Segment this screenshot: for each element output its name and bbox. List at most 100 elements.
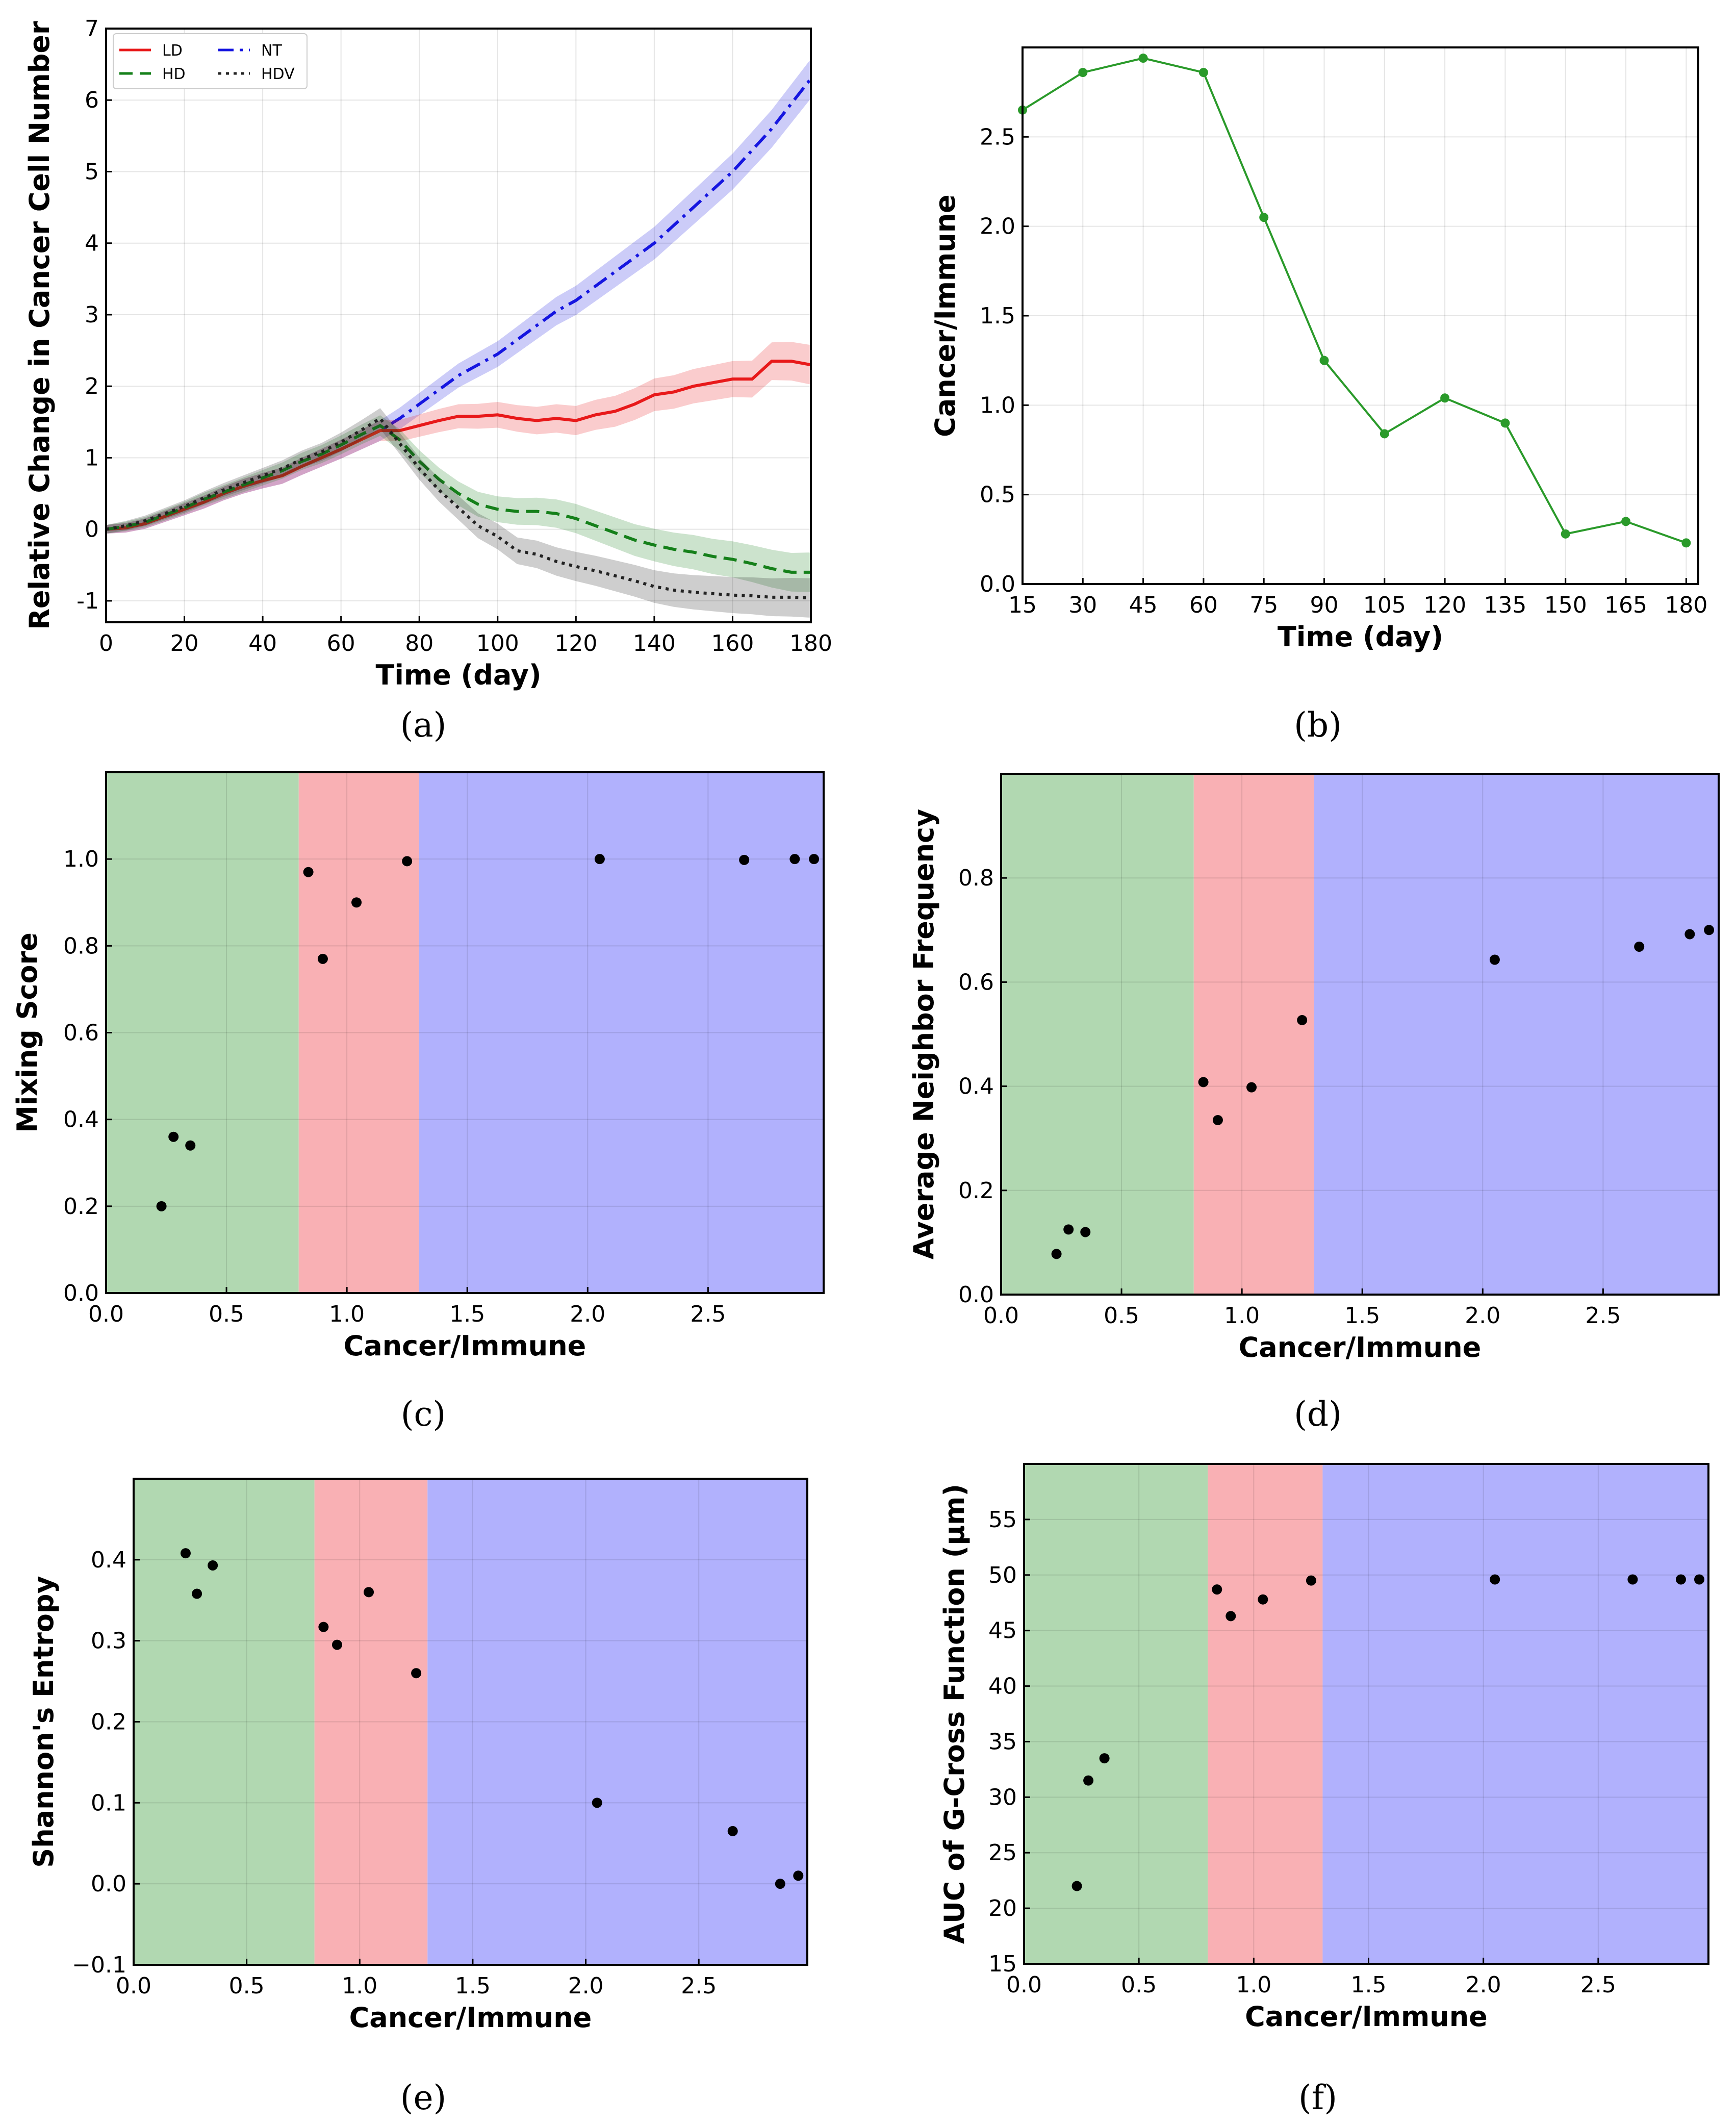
panel-label-b: (b)	[1294, 705, 1342, 745]
data-point	[1051, 1249, 1062, 1259]
series-line-hdv	[106, 416, 811, 600]
region-low	[1001, 774, 1194, 1295]
data-point	[1675, 1574, 1686, 1585]
plot-frame	[1000, 773, 1720, 1296]
x-tick-label: 165	[1604, 592, 1647, 618]
x-tick-label: 80	[405, 630, 433, 656]
x-tick-label: 2.5	[681, 1973, 717, 1999]
y-tick-label: 0.0	[63, 1280, 99, 1306]
x-tick-label: 60	[1189, 592, 1218, 618]
data-point	[1694, 1574, 1704, 1585]
x-tick-label: 0.0	[1006, 1972, 1042, 1998]
data-point	[809, 854, 820, 865]
data-point	[1500, 418, 1510, 428]
y-tick-label: 0	[85, 517, 99, 543]
series-band-nt	[106, 59, 811, 534]
y-tick-label: 0.4	[958, 1074, 994, 1100]
y-tick-label: 1	[85, 445, 99, 471]
x-tick-label: 2.0	[1465, 1303, 1500, 1329]
x-tick-label: 0.5	[209, 1301, 244, 1327]
y-tick-label: 6	[85, 87, 99, 113]
y-axis-label: Relative Change in Cancer Cell Number	[23, 21, 56, 630]
region-mid	[298, 772, 419, 1293]
data-point	[1071, 1881, 1082, 1891]
series-band-hd	[106, 415, 811, 592]
x-tick-label: 100	[476, 630, 519, 656]
data-point	[1138, 54, 1148, 63]
data-point	[739, 854, 750, 865]
y-tick-label: 0.1	[91, 1790, 126, 1816]
region-mid	[1193, 774, 1314, 1295]
legend-box	[113, 33, 308, 89]
region-high	[419, 772, 824, 1293]
legend-label-hdv: HDV	[261, 65, 295, 83]
data-point	[1319, 356, 1329, 365]
x-tick-label: 150	[1544, 592, 1587, 618]
y-tick-label: 0.2	[63, 1194, 99, 1220]
data-point	[1212, 1584, 1222, 1595]
data-point	[1080, 1227, 1091, 1237]
region-low	[1024, 1464, 1208, 1964]
data-point	[1621, 517, 1631, 526]
data-point	[1083, 1775, 1094, 1786]
panel-label-f: (f)	[1298, 2078, 1337, 2117]
panel-label-d: (d)	[1294, 1395, 1342, 1434]
y-tick-label: 5	[85, 159, 99, 185]
x-tick-label: 1.0	[1236, 1972, 1271, 1998]
x-tick-label: 2.0	[568, 1973, 604, 1999]
panel-b-cancer-immune-chart: 15 30 45 60 75 90 105 120 135 150 165 180 0.0 0.5 1.0 1…	[929, 46, 1707, 653]
panel-d-neighbor-frequency-chart: 0.0 0.5 1.0 1.5 2.0 2.5 0.0 0.2 0.4 0.6 0.8 Cancer/…	[908, 773, 1720, 1363]
series-line-hd	[106, 423, 811, 574]
x-tick-label: 180	[1665, 592, 1707, 618]
y-axis-label: AUC of G-Cross Function (μm)	[938, 1484, 971, 1944]
x-tick-label: 30	[1068, 592, 1097, 618]
x-axis-label: Time (day)	[375, 659, 541, 691]
x-tick-label: 40	[248, 630, 277, 656]
y-tick-label: 50	[988, 1562, 1017, 1588]
y-tick-label: 1.0	[63, 846, 99, 872]
x-tick-label: 90	[1310, 592, 1339, 618]
y-tick-label: 3	[85, 302, 99, 328]
panel-label-c: (c)	[401, 1395, 446, 1434]
data-point	[1212, 1115, 1223, 1125]
y-tick-label: 0.4	[63, 1107, 99, 1133]
region-mid	[314, 1479, 428, 1965]
y-tick-label: 7	[85, 16, 99, 42]
y-tick-label: 4	[85, 231, 99, 257]
panel-e-shannon-entropy-chart: 0.0 0.5 1.0 1.5 2.0 2.5−0.10.00.10.20.30.4Can…	[28, 1478, 808, 2034]
data-point	[192, 1588, 202, 1599]
y-tick-label: 0.0	[980, 571, 1015, 597]
x-tick-label: 140	[633, 630, 676, 656]
series-line	[1022, 57, 1687, 544]
y-tick-label: 1.0	[980, 392, 1015, 418]
series-group	[106, 59, 811, 618]
region-high	[1314, 774, 1719, 1295]
y-tick-label: 2	[85, 373, 99, 399]
legend-label-hd: HD	[162, 65, 186, 83]
panel-c-mixing-score-chart: 0.0 0.5 1.0 1.5 2.0 2.5 0.0 0.2 0.4 0.6 0.8 1.0 Canc…	[11, 771, 825, 1362]
x-axis-label: Cancer/Immune	[1245, 2001, 1488, 2033]
x-tick-label: 120	[1423, 592, 1466, 618]
y-axis-label: Shannon's Entropy	[28, 1576, 60, 1867]
x-tick-label: 0.0	[88, 1301, 124, 1327]
data-point	[1440, 393, 1450, 403]
y-tick-label: 0.6	[958, 969, 994, 995]
data-point	[1380, 429, 1389, 439]
data-point	[1704, 925, 1715, 935]
x-tick-label: 2.0	[1466, 1972, 1501, 1998]
y-tick-label: 1.5	[980, 303, 1015, 329]
data-point	[364, 1587, 374, 1598]
x-axis-label: Cancer/Immune	[1239, 1331, 1482, 1363]
x-tick-label: 45	[1129, 592, 1158, 618]
x-tick-label: 160	[711, 630, 754, 656]
y-tick-label: 40	[988, 1674, 1017, 1700]
data-point	[1198, 1077, 1209, 1087]
data-point	[156, 1201, 167, 1211]
data-point	[1490, 1574, 1500, 1585]
x-tick-label: 1.0	[329, 1301, 365, 1327]
data-point	[1259, 213, 1269, 222]
x-tick-label: 0.5	[1104, 1303, 1139, 1329]
x-tick-label: 2.5	[1585, 1303, 1621, 1329]
data-point	[1063, 1224, 1074, 1235]
legend-label-nt: NT	[261, 42, 282, 60]
